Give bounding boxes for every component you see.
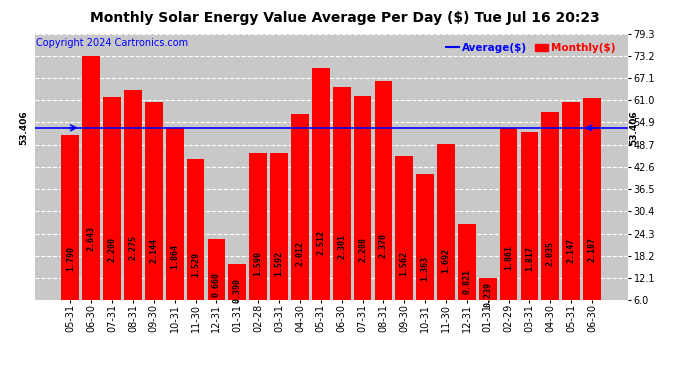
- Bar: [416, 174, 434, 300]
- Text: 2.275: 2.275: [128, 235, 137, 260]
- Bar: [542, 112, 559, 300]
- Bar: [354, 96, 371, 300]
- Bar: [520, 132, 538, 300]
- Text: 0.390: 0.390: [233, 279, 241, 303]
- Text: 2.187: 2.187: [588, 237, 597, 262]
- Text: 2.147: 2.147: [566, 238, 575, 263]
- Text: 0.239: 0.239: [483, 282, 492, 307]
- Text: 1.864: 1.864: [170, 244, 179, 270]
- Text: 2.512: 2.512: [316, 230, 325, 255]
- Bar: [208, 239, 226, 300]
- Bar: [228, 264, 246, 300]
- Bar: [124, 90, 142, 300]
- Bar: [375, 81, 392, 300]
- Text: Monthly Solar Energy Value Average Per Day ($) Tue Jul 16 20:23: Monthly Solar Energy Value Average Per D…: [90, 11, 600, 25]
- Text: 1.790: 1.790: [66, 246, 75, 271]
- Text: 53.406: 53.406: [629, 111, 638, 145]
- Text: 2.144: 2.144: [149, 238, 158, 263]
- Text: 1.363: 1.363: [421, 256, 430, 281]
- Text: 1.592: 1.592: [275, 251, 284, 276]
- Bar: [187, 159, 204, 300]
- Bar: [458, 224, 475, 300]
- Bar: [395, 156, 413, 300]
- Bar: [291, 114, 308, 300]
- Text: 2.301: 2.301: [337, 234, 346, 260]
- Bar: [166, 128, 184, 300]
- Bar: [104, 97, 121, 300]
- Text: 53.406: 53.406: [19, 111, 28, 145]
- Text: 0.821: 0.821: [462, 268, 471, 294]
- Bar: [82, 56, 100, 300]
- Bar: [270, 153, 288, 300]
- Text: 1.861: 1.861: [504, 244, 513, 270]
- Text: 2.200: 2.200: [108, 237, 117, 262]
- Bar: [249, 153, 267, 300]
- Bar: [583, 98, 601, 300]
- Text: 2.370: 2.370: [379, 233, 388, 258]
- Text: 2.208: 2.208: [358, 237, 367, 261]
- Text: 1.817: 1.817: [525, 246, 534, 270]
- Bar: [333, 87, 351, 300]
- Text: 1.590: 1.590: [254, 251, 263, 276]
- Text: 2.643: 2.643: [87, 226, 96, 252]
- Text: 0.660: 0.660: [212, 272, 221, 297]
- Bar: [312, 68, 330, 300]
- Text: 1.692: 1.692: [442, 248, 451, 273]
- Text: Copyright 2024 Cartronics.com: Copyright 2024 Cartronics.com: [36, 38, 188, 48]
- Bar: [562, 102, 580, 300]
- Text: 1.529: 1.529: [191, 252, 200, 277]
- Bar: [437, 144, 455, 300]
- Bar: [61, 135, 79, 300]
- Legend: Average($), Monthly($): Average($), Monthly($): [442, 39, 620, 57]
- Bar: [145, 102, 163, 300]
- Bar: [500, 128, 518, 300]
- Text: 1.562: 1.562: [400, 251, 408, 276]
- Text: 2.035: 2.035: [546, 240, 555, 266]
- Text: 2.012: 2.012: [295, 241, 304, 266]
- Bar: [479, 278, 497, 300]
